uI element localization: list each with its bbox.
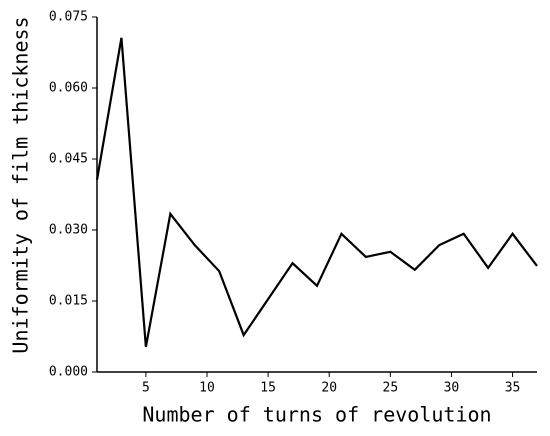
x-tick-label: 10 [199,381,215,396]
data-line [95,37,538,348]
y-tick-label: 0.000 [49,365,88,380]
x-tick-label: 25 [383,381,399,396]
x-tick-label: 20 [321,381,337,396]
y-axis-label: Uniformity of film thickness [9,16,33,353]
y-tick-label: 0.060 [49,81,88,96]
y-tick-label: 0.015 [49,294,88,309]
x-axis-label: Number of turns of revolution [142,403,491,427]
y-tick-label: 0.030 [49,223,88,238]
x-tick-label: 15 [260,381,276,396]
y-tick-label: 0.075 [49,10,88,25]
x-tick-label: 5 [142,381,150,396]
y-tick-label: 0.045 [49,152,88,167]
x-tick-label: 35 [505,381,521,396]
x-tick-label: 30 [444,381,460,396]
